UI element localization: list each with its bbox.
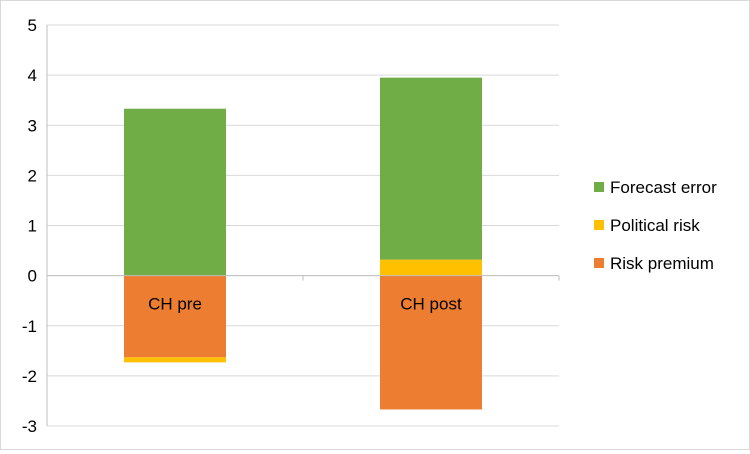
bars xyxy=(124,77,482,410)
category-label: CH post xyxy=(400,295,462,314)
y-tick-label: 5 xyxy=(28,16,37,35)
bar-segment-political-risk xyxy=(380,259,482,276)
y-tick-label: -2 xyxy=(22,367,37,386)
category-label: CH pre xyxy=(148,295,202,314)
legend-swatch xyxy=(594,182,604,192)
gridlines xyxy=(47,24,559,427)
y-tick-label: 2 xyxy=(28,166,37,185)
axes xyxy=(46,25,560,426)
legend-label: Risk premium xyxy=(610,254,714,273)
y-tick-label: 3 xyxy=(28,116,37,135)
y-tick-label: 1 xyxy=(28,217,37,236)
legend-label: Forecast error xyxy=(610,178,717,197)
y-tick-label: 0 xyxy=(28,267,37,286)
bar-segment-risk-premium xyxy=(380,275,482,410)
bar-segment-forecast-error xyxy=(124,108,226,276)
y-tick-label: -1 xyxy=(22,317,37,336)
bar-segment-risk-premium xyxy=(124,275,226,358)
bar-segment-forecast-error xyxy=(380,77,482,260)
y-tick-label: -3 xyxy=(22,417,37,436)
y-tick-labels: 5 4 3 2 1 0 -1 -2 -3 xyxy=(22,16,37,436)
bar-segment-political-risk xyxy=(124,357,226,363)
legend-swatch xyxy=(594,220,604,230)
legend-label: Political risk xyxy=(610,216,700,235)
y-tick-label: 4 xyxy=(28,66,37,85)
legend-swatch xyxy=(594,258,604,268)
category-labels: CH pre CH post xyxy=(148,295,462,314)
legend: Forecast error Political risk Risk premium xyxy=(594,178,717,273)
